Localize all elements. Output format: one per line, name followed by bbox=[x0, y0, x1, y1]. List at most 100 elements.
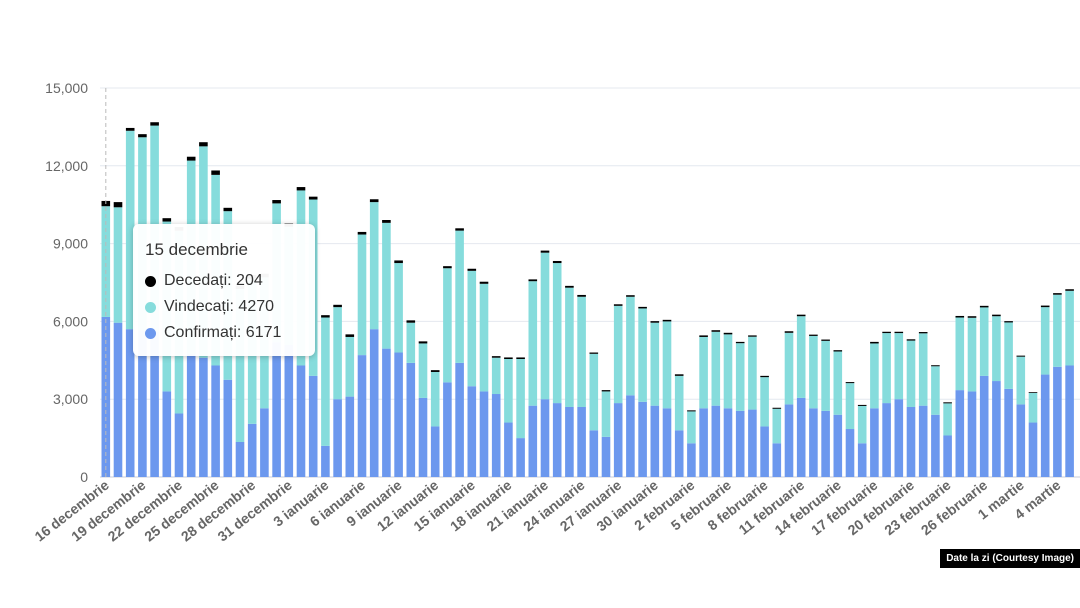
bar-deaths bbox=[162, 218, 172, 222]
bar-deaths bbox=[735, 341, 745, 344]
bar-stack bbox=[882, 331, 891, 477]
bar-stack bbox=[894, 331, 904, 477]
bar-confirmed bbox=[565, 406, 574, 477]
bar-stack bbox=[1065, 289, 1074, 477]
bar-recovered bbox=[796, 316, 806, 398]
bar-confirmed bbox=[821, 410, 830, 477]
bar-deaths bbox=[857, 404, 867, 406]
bar-deaths bbox=[1065, 289, 1074, 291]
bar-confirmed bbox=[418, 397, 428, 477]
bar-stack bbox=[918, 332, 928, 477]
bar-stack bbox=[1016, 355, 1026, 477]
bar-deaths bbox=[1004, 321, 1013, 323]
bar-confirmed bbox=[199, 357, 208, 477]
bar-stack bbox=[723, 332, 733, 477]
bar-recovered bbox=[357, 234, 367, 356]
bar-recovered bbox=[333, 307, 342, 400]
bar-deaths bbox=[125, 127, 135, 131]
bar-confirmed bbox=[577, 406, 586, 477]
bar-deaths bbox=[723, 332, 733, 335]
bar-confirmed bbox=[931, 414, 940, 477]
bar-confirmed bbox=[699, 408, 708, 477]
bar-stack bbox=[809, 334, 818, 477]
bar-deaths bbox=[650, 321, 660, 323]
bar-confirmed bbox=[321, 445, 330, 477]
bar-confirmed bbox=[870, 408, 879, 477]
bar-confirmed bbox=[662, 408, 672, 477]
bar-stack bbox=[382, 220, 391, 477]
bar-deaths bbox=[882, 331, 891, 334]
bar-confirmed bbox=[650, 405, 660, 477]
bar-stack bbox=[748, 335, 757, 477]
bar-confirmed bbox=[174, 413, 184, 477]
bar-recovered bbox=[540, 252, 550, 400]
bar-recovered bbox=[662, 321, 672, 409]
bar-deaths bbox=[1028, 392, 1038, 393]
bar-confirmed bbox=[296, 365, 306, 477]
bar-confirmed bbox=[528, 405, 538, 477]
bar-deaths bbox=[992, 314, 1001, 317]
bar-stack bbox=[394, 260, 403, 477]
bar-confirmed bbox=[235, 441, 245, 477]
bar-deaths bbox=[186, 156, 196, 161]
bar-confirmed bbox=[345, 396, 355, 477]
bar-confirmed bbox=[211, 365, 220, 477]
bar-confirmed bbox=[796, 397, 806, 477]
bar-recovered bbox=[943, 403, 952, 436]
bar-stack bbox=[870, 341, 879, 477]
bar-deaths bbox=[296, 187, 306, 191]
bar-stack bbox=[906, 339, 916, 477]
bar-stack bbox=[357, 231, 367, 477]
bar-stack bbox=[565, 285, 574, 477]
bar-confirmed bbox=[260, 408, 269, 477]
bar-stack bbox=[662, 319, 672, 477]
bar-confirmed bbox=[1040, 374, 1050, 477]
bar-recovered bbox=[967, 317, 977, 392]
bar-deaths bbox=[821, 339, 830, 341]
bar-stack bbox=[589, 352, 599, 477]
bar-confirmed bbox=[479, 391, 489, 477]
bar-confirmed bbox=[943, 435, 952, 477]
bar-stack bbox=[613, 304, 623, 477]
bar-recovered bbox=[906, 340, 916, 407]
bar-confirmed bbox=[223, 379, 233, 477]
bar-confirmed bbox=[516, 438, 525, 477]
bar-recovered bbox=[845, 383, 855, 430]
bar-confirmed bbox=[430, 426, 440, 477]
bar-deaths bbox=[833, 350, 843, 352]
bar-deaths bbox=[931, 365, 940, 367]
bar-stack bbox=[601, 390, 611, 477]
bar-deaths bbox=[223, 207, 233, 212]
bar-stack bbox=[418, 341, 428, 477]
bar-confirmed bbox=[723, 408, 733, 477]
bar-recovered bbox=[955, 317, 965, 391]
bar-confirmed bbox=[284, 344, 294, 477]
bar-confirmed bbox=[1028, 422, 1038, 477]
bar-recovered bbox=[626, 296, 635, 396]
bar-deaths bbox=[906, 339, 916, 341]
bar-stack bbox=[577, 294, 586, 477]
bar-recovered bbox=[723, 334, 733, 409]
bar-recovered bbox=[979, 307, 989, 376]
bar-deaths bbox=[760, 375, 769, 378]
bar-recovered bbox=[345, 336, 355, 397]
bar-stack bbox=[955, 315, 965, 477]
bar-confirmed bbox=[760, 426, 769, 477]
bar-stack bbox=[711, 330, 721, 477]
y-tick-label: 6,000 bbox=[53, 313, 88, 329]
bar-recovered bbox=[479, 283, 489, 392]
bar-stack bbox=[650, 321, 660, 477]
bar-recovered bbox=[1065, 290, 1074, 366]
bar-deaths bbox=[613, 304, 623, 306]
bar-confirmed bbox=[272, 342, 281, 477]
bar-recovered bbox=[467, 270, 477, 387]
bar-stack bbox=[992, 314, 1001, 477]
bar-stack bbox=[845, 382, 855, 477]
bar-stack bbox=[638, 306, 647, 477]
bar-confirmed bbox=[674, 430, 684, 477]
bar-deaths bbox=[516, 357, 525, 360]
bar-stack bbox=[1028, 392, 1038, 477]
bar-deaths bbox=[491, 356, 501, 358]
bar-confirmed bbox=[687, 443, 696, 477]
bar-stack bbox=[504, 357, 513, 477]
